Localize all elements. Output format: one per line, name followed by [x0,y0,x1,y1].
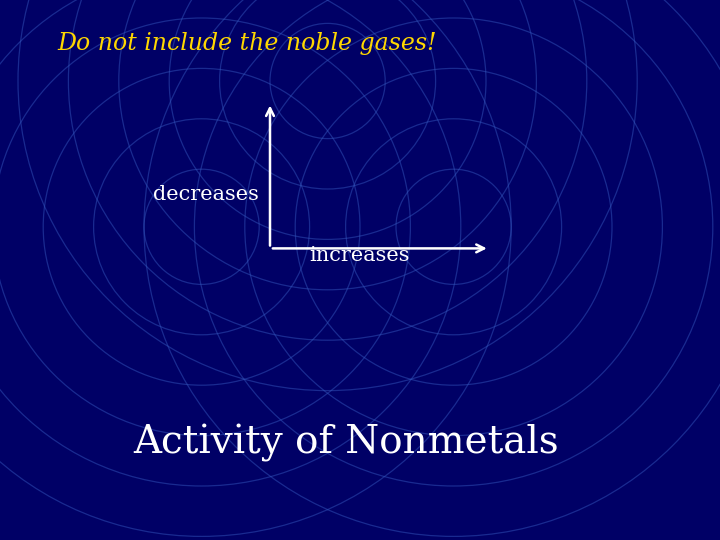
Text: Activity of Nonmetals: Activity of Nonmetals [132,424,559,462]
Text: decreases: decreases [153,185,259,204]
Text: Do not include the noble gases!: Do not include the noble gases! [58,32,437,55]
Text: increases: increases [310,246,410,265]
